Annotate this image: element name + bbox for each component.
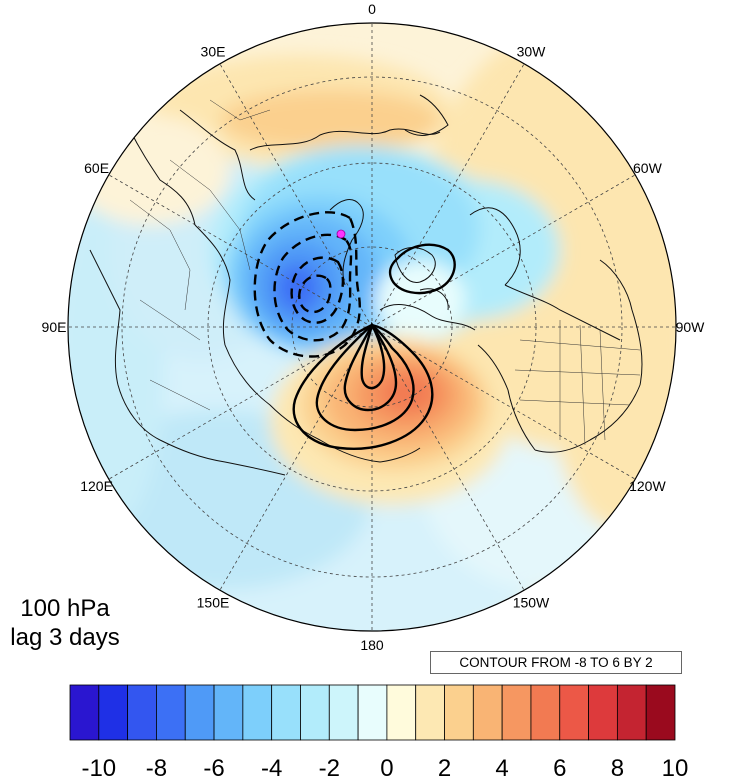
colorbar-swatch <box>242 684 273 741</box>
longitude-label: 180 <box>360 637 384 653</box>
longitude-label: 30E <box>201 44 226 60</box>
borders <box>129 99 641 446</box>
colorbar-swatch <box>98 684 129 741</box>
colorbar-swatch <box>530 684 561 741</box>
colorbar-tick-label: -8 <box>146 755 167 779</box>
colorbar-swatch <box>386 684 417 741</box>
colorbar-swatch <box>328 684 359 741</box>
colorbar-swatch <box>501 684 532 741</box>
colorbar-swatch <box>645 684 676 741</box>
coastlines <box>89 94 643 476</box>
colorbar-tick-label: -4 <box>261 755 282 779</box>
longitude-label: 90W <box>676 319 706 335</box>
colorbar-swatch <box>127 684 157 741</box>
colorbar-tick-label: -10 <box>81 755 116 779</box>
colorbar-tick-label: -6 <box>203 755 224 779</box>
colorbar-swatch <box>588 684 618 741</box>
longitude-label: 150W <box>513 594 550 610</box>
colorbar-tick-label: 0 <box>380 755 393 779</box>
longitude-label: 150E <box>197 594 230 610</box>
colorbar-tick-label: 8 <box>611 755 624 779</box>
colorbar-swatch <box>559 684 589 741</box>
lag-label: lag 3 days <box>10 624 120 651</box>
longitude-label: 0 <box>368 1 376 17</box>
positive-contours <box>292 243 456 450</box>
colorbar-swatch <box>472 684 503 741</box>
negative-contours <box>253 211 361 358</box>
colorbar-swatch <box>184 684 215 741</box>
anomaly-shading <box>68 23 676 631</box>
longitude-label: 90E <box>42 319 67 335</box>
colorbar-swatch <box>156 684 186 741</box>
colorbar-swatch <box>300 684 330 741</box>
colorbar-tick-label: -2 <box>319 755 340 779</box>
longitude-label: 30W <box>517 44 547 60</box>
colorbar-swatch <box>415 684 445 741</box>
colorbar-swatch <box>69 684 100 741</box>
longitude-label: 120W <box>629 478 666 494</box>
longitude-label: 60W <box>633 160 663 176</box>
colorbar-tick-label: 4 <box>495 755 508 779</box>
colorbar: -10 -8 -6 -4 -2 0 2 4 6 8 10 <box>69 684 689 779</box>
colorbar-swatch <box>616 684 647 741</box>
colorbar-swatch <box>444 684 474 741</box>
longitude-label: 120E <box>80 478 113 494</box>
colorbar-tick-label: 2 <box>438 755 451 779</box>
map-border <box>67 22 677 632</box>
contour-info-box: CONTOUR FROM -8 TO 6 BY 2 <box>430 651 682 674</box>
colorbar-swatch <box>271 684 301 741</box>
level-label: 100 hPa <box>20 595 110 622</box>
colorbar-swatch <box>357 684 388 741</box>
colorbar-tick-label: 10 <box>662 755 689 779</box>
colorbar-swatch <box>213 684 244 741</box>
colorbar-tick-label: 6 <box>553 755 566 779</box>
longitude-label: 60E <box>84 160 109 176</box>
location-marker <box>336 229 346 239</box>
longitude-labels: 0 30W 60W 90W 120W 150W 180 150E 120E 90E 60E 30E <box>42 1 706 653</box>
